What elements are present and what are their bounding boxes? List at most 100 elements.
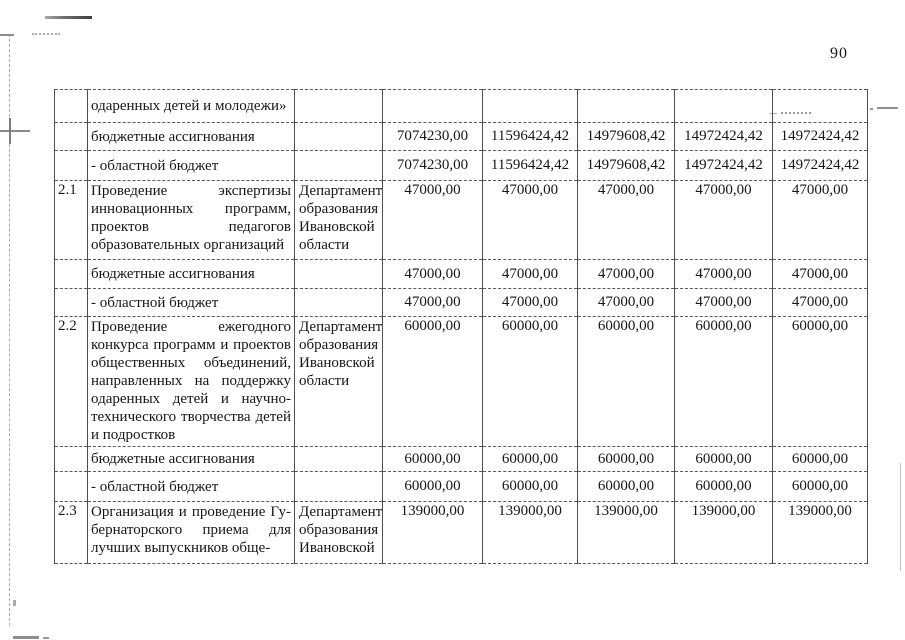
row-number-cell <box>54 288 88 317</box>
description-cell: бюджетные ассигнования <box>87 122 295 151</box>
row-number-cell: 2.2 <box>54 316 88 447</box>
department-cell: Департамент образования Ивановской облас… <box>294 180 383 260</box>
scan-artifact-top-dots <box>32 33 60 35</box>
value-cell: 47000,00 <box>772 180 868 260</box>
value-cell: 60000,00 <box>382 446 483 472</box>
value-cell <box>482 89 578 123</box>
department-cell <box>294 150 383 181</box>
value-cell: 47000,00 <box>772 288 868 317</box>
value-cell: 11596424,42 <box>482 122 578 151</box>
description-cell: бюджетные ассигнования <box>87 446 295 472</box>
scan-artifact-right-dot <box>870 108 873 110</box>
value-cell: 60000,00 <box>772 316 868 447</box>
value-cell: 60000,00 <box>382 471 483 502</box>
scan-artifact-left-tick <box>0 34 14 36</box>
description-cell: - областной бюджет <box>87 150 295 181</box>
table-row: - областной бюджет 60000,00 60000,00 600… <box>54 471 868 502</box>
row-number-cell <box>54 471 88 502</box>
value-cell <box>772 89 868 123</box>
value-cell: 47000,00 <box>482 259 578 289</box>
description-cell: - областной бюджет <box>87 288 295 317</box>
department-cell <box>294 471 383 502</box>
scan-artifact-bottom-line <box>13 636 39 639</box>
row-number-cell <box>54 259 88 289</box>
value-cell: 14972424,42 <box>674 122 773 151</box>
value-cell: 14979608,42 <box>577 150 675 181</box>
value-cell: 14972424,42 <box>772 150 868 181</box>
value-cell: 139000,00 <box>482 501 578 564</box>
value-cell: 7074230,00 <box>382 122 483 151</box>
department-cell: Департамент образования Ивановской облас… <box>294 316 383 447</box>
value-cell: 47000,00 <box>482 288 578 317</box>
value-cell: 139000,00 <box>577 501 675 564</box>
description-cell: бюджетные ассигнования <box>87 259 295 289</box>
scan-artifact-bottom-dash <box>43 637 49 639</box>
value-cell: 47000,00 <box>382 259 483 289</box>
budget-table: одаренных детей и молодежи» бюджетные ас… <box>54 89 868 564</box>
department-cell <box>294 446 383 472</box>
value-cell: 47000,00 <box>577 288 675 317</box>
value-cell: 47000,00 <box>482 180 578 260</box>
description-cell: Организация и проведение Гу-бернаторског… <box>87 501 295 564</box>
value-cell: 47000,00 <box>577 259 675 289</box>
page-number: 90 <box>830 45 848 62</box>
value-cell: 47000,00 <box>382 288 483 317</box>
department-cell <box>294 259 383 289</box>
description-cell: Проведение ежегодного конкурса программ … <box>87 316 295 447</box>
value-cell: 60000,00 <box>382 316 483 447</box>
value-cell: 139000,00 <box>674 501 773 564</box>
department-cell: Департамент образования Ивановской <box>294 501 383 564</box>
description-cell: - областной бюджет <box>87 471 295 502</box>
scan-artifact-right-dash <box>877 107 898 109</box>
table-row: 2.2 Проведение ежегодного конкурса прогр… <box>54 316 868 447</box>
value-cell: 47000,00 <box>674 288 773 317</box>
table-row: - областной бюджет 7074230,00 11596424,4… <box>54 150 868 181</box>
value-cell: 60000,00 <box>577 316 675 447</box>
department-cell <box>294 288 383 317</box>
value-cell <box>577 89 675 123</box>
scan-artifact-top-line <box>45 16 92 19</box>
value-cell: 60000,00 <box>482 446 578 472</box>
table-row: одаренных детей и молодежи» <box>54 89 868 123</box>
value-cell: 60000,00 <box>772 471 868 502</box>
value-cell: 47000,00 <box>577 180 675 260</box>
scan-artifact-left-cross-v <box>9 118 11 144</box>
value-cell: 60000,00 <box>577 446 675 472</box>
value-cell: 11596424,42 <box>482 150 578 181</box>
value-cell: 139000,00 <box>772 501 868 564</box>
value-cell <box>382 89 483 123</box>
value-cell: 60000,00 <box>772 446 868 472</box>
value-cell: 60000,00 <box>577 471 675 502</box>
table-row: 2.3 Организация и проведение Гу-бернатор… <box>54 501 868 564</box>
value-cell: 60000,00 <box>674 446 773 472</box>
value-cell: 47000,00 <box>382 180 483 260</box>
value-cell: 7074230,00 <box>382 150 483 181</box>
scan-artifact-left-cross-h <box>0 130 30 132</box>
value-cell: 47000,00 <box>772 259 868 289</box>
scan-artifact-bottom-tick <box>13 600 16 606</box>
table-row: бюджетные ассигнования 47000,00 47000,00… <box>54 259 868 289</box>
table-row: 2.1 Проведение экспертизы инновационных … <box>54 180 868 260</box>
value-cell: 14972424,42 <box>772 122 868 151</box>
table-row: бюджетные ассигнования 60000,00 60000,00… <box>54 446 868 472</box>
department-cell <box>294 89 383 123</box>
scan-artifact-right-edge-line <box>900 463 901 571</box>
value-cell: 60000,00 <box>674 471 773 502</box>
description-cell: Проведение экспертизы инновационных прог… <box>87 180 295 260</box>
value-cell: 47000,00 <box>674 259 773 289</box>
row-number-cell <box>54 446 88 472</box>
row-number-cell: 2.3 <box>54 501 88 564</box>
value-cell: 60000,00 <box>482 316 578 447</box>
value-cell: 60000,00 <box>674 316 773 447</box>
department-cell <box>294 122 383 151</box>
value-cell: 60000,00 <box>482 471 578 502</box>
table-row: бюджетные ассигнования 7074230,00 115964… <box>54 122 868 151</box>
value-cell: 14979608,42 <box>577 122 675 151</box>
value-cell <box>674 89 773 123</box>
row-number-cell <box>54 89 88 123</box>
value-cell: 47000,00 <box>674 180 773 260</box>
row-number-cell <box>54 150 88 181</box>
row-number-cell: 2.1 <box>54 180 88 260</box>
row-number-cell <box>54 122 88 151</box>
